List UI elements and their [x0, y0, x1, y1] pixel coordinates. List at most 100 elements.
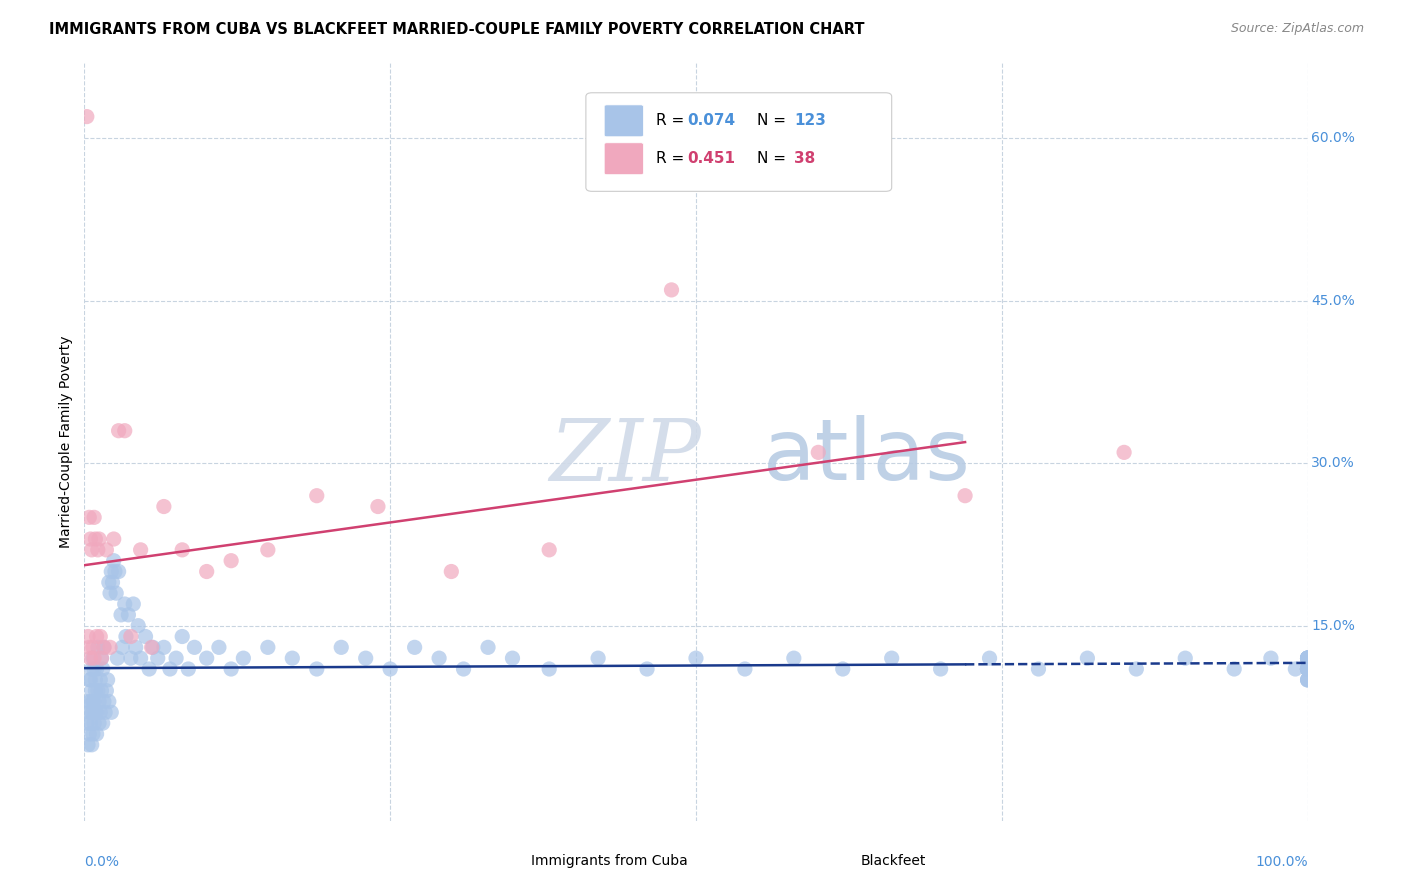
- Point: [141, 640, 163, 655]
- Point: [1296, 662, 1319, 676]
- Point: [1296, 673, 1319, 687]
- Point: [1296, 673, 1319, 687]
- Point: [380, 662, 402, 676]
- Point: [783, 651, 806, 665]
- Point: [1223, 662, 1246, 676]
- Point: [305, 662, 328, 676]
- Point: [93, 640, 115, 655]
- Point: [1296, 662, 1319, 676]
- Point: [257, 640, 280, 655]
- Point: [82, 640, 104, 655]
- Point: [219, 554, 242, 568]
- Point: [84, 683, 107, 698]
- Point: [538, 542, 561, 557]
- Point: [1296, 651, 1319, 665]
- Point: [91, 716, 114, 731]
- Y-axis label: Married-Couple Family Poverty: Married-Couple Family Poverty: [59, 335, 73, 548]
- Point: [103, 532, 125, 546]
- Point: [87, 640, 110, 655]
- Point: [208, 640, 231, 655]
- Point: [82, 694, 104, 708]
- Point: [172, 630, 194, 644]
- Point: [97, 673, 120, 687]
- Point: [183, 640, 205, 655]
- Text: atlas: atlas: [763, 415, 972, 499]
- Point: [84, 706, 107, 720]
- Point: [76, 716, 98, 731]
- Point: [77, 640, 100, 655]
- Point: [83, 694, 105, 708]
- FancyBboxPatch shape: [605, 143, 644, 175]
- Point: [100, 706, 122, 720]
- Point: [77, 738, 100, 752]
- Point: [100, 565, 122, 579]
- Point: [1296, 651, 1319, 665]
- Point: [105, 651, 128, 665]
- Text: R =: R =: [655, 113, 689, 128]
- Text: 15.0%: 15.0%: [1312, 619, 1355, 632]
- Point: [1296, 651, 1319, 665]
- Point: [87, 532, 110, 546]
- Point: [87, 716, 110, 731]
- Point: [929, 662, 952, 676]
- Point: [440, 565, 463, 579]
- Point: [96, 542, 118, 557]
- Point: [77, 673, 100, 687]
- Point: [685, 651, 707, 665]
- Text: 45.0%: 45.0%: [1312, 293, 1355, 308]
- Point: [89, 706, 111, 720]
- Point: [120, 630, 142, 644]
- Point: [636, 662, 658, 676]
- Point: [404, 640, 426, 655]
- Text: IMMIGRANTS FROM CUBA VS BLACKFEET MARRIED-COUPLE FAMILY POVERTY CORRELATION CHAR: IMMIGRANTS FROM CUBA VS BLACKFEET MARRIE…: [49, 22, 865, 37]
- FancyBboxPatch shape: [586, 93, 891, 191]
- Point: [453, 662, 475, 676]
- Point: [80, 683, 103, 698]
- Point: [90, 651, 112, 665]
- Point: [84, 532, 107, 546]
- Point: [103, 554, 125, 568]
- Point: [172, 542, 194, 557]
- Point: [93, 694, 115, 708]
- Point: [120, 651, 142, 665]
- Point: [86, 727, 108, 741]
- Point: [105, 586, 128, 600]
- Point: [195, 565, 218, 579]
- Point: [97, 575, 120, 590]
- Text: Source: ZipAtlas.com: Source: ZipAtlas.com: [1230, 22, 1364, 36]
- Point: [1260, 651, 1282, 665]
- Point: [122, 597, 145, 611]
- Point: [367, 500, 389, 514]
- Text: R =: R =: [655, 152, 689, 166]
- Point: [98, 640, 121, 655]
- Point: [354, 651, 377, 665]
- Point: [86, 662, 108, 676]
- Text: Blackfeet: Blackfeet: [860, 854, 927, 868]
- Point: [1114, 445, 1136, 459]
- Point: [77, 630, 100, 644]
- Point: [86, 630, 108, 644]
- Point: [77, 510, 100, 524]
- Point: [1296, 673, 1319, 687]
- Text: N =: N =: [758, 113, 792, 128]
- Point: [1284, 662, 1306, 676]
- Point: [1296, 651, 1319, 665]
- Point: [90, 651, 112, 665]
- Point: [83, 510, 105, 524]
- Point: [114, 597, 136, 611]
- Point: [477, 640, 499, 655]
- Point: [146, 651, 169, 665]
- Text: 100.0%: 100.0%: [1256, 855, 1308, 869]
- Point: [114, 424, 136, 438]
- Point: [80, 662, 103, 676]
- Point: [1028, 662, 1050, 676]
- Point: [94, 706, 117, 720]
- Text: 30.0%: 30.0%: [1312, 456, 1355, 470]
- Point: [87, 694, 110, 708]
- Point: [86, 706, 108, 720]
- Point: [107, 424, 129, 438]
- Point: [831, 662, 853, 676]
- Text: 0.0%: 0.0%: [84, 855, 120, 869]
- Text: 123: 123: [794, 113, 825, 128]
- Point: [80, 738, 103, 752]
